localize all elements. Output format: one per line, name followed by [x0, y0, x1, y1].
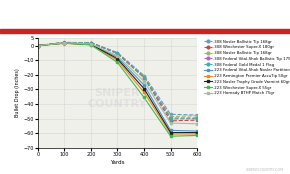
- Text: LONG RANGE TRAJECTORY: LONG RANGE TRAJECTORY: [37, 6, 253, 21]
- Y-axis label: Bullet Drop (Inches): Bullet Drop (Inches): [15, 69, 20, 117]
- Legend: .308 Nosler Ballistic Tip 168gr, .308 Winchester Super-X 180gr, .308 Nosler Ball: .308 Nosler Ballistic Tip 168gr, .308 Wi…: [202, 38, 290, 97]
- Bar: [0, 29, 290, 33]
- Text: SNIPER
COUNTRY: SNIPER COUNTRY: [88, 88, 147, 109]
- X-axis label: Yards: Yards: [110, 160, 125, 165]
- Text: SNIPERCOUNTRY.COM: SNIPERCOUNTRY.COM: [246, 168, 284, 172]
